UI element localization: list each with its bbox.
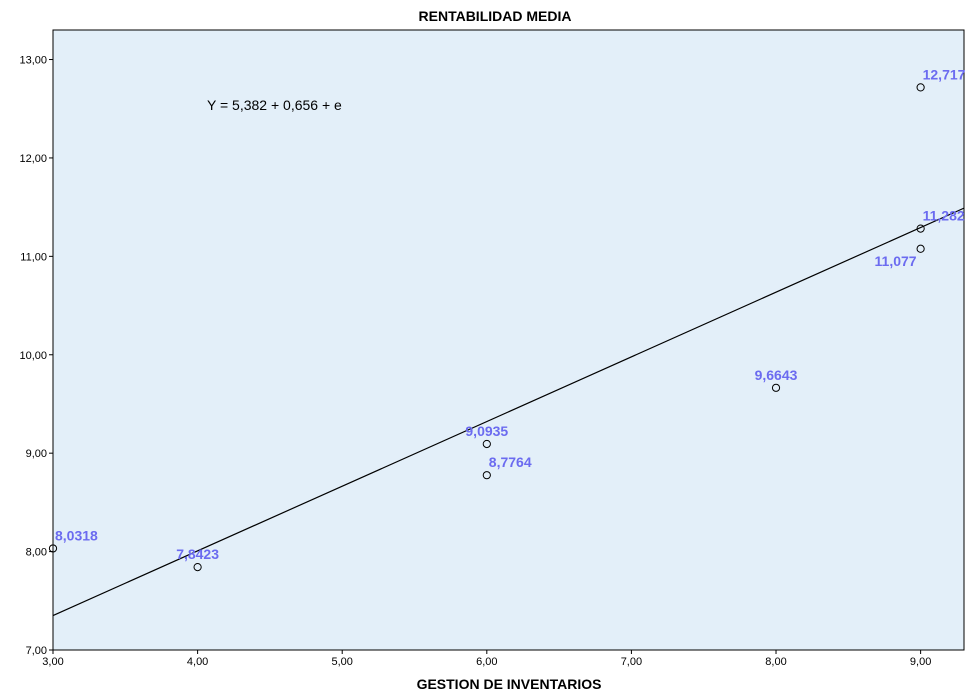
data-point-label: 11,282	[923, 208, 965, 224]
data-point	[193, 563, 202, 572]
y-tick-label: 8,00	[26, 547, 47, 559]
x-tick-label: 6,00	[476, 656, 497, 668]
y-axis: 7,00 8,00 9,00 10,00 11,00 12,00 13,00	[19, 55, 53, 657]
data-point-label: 8,0318	[55, 527, 98, 543]
data-point	[916, 244, 925, 253]
data-point-label: 12,717	[923, 66, 966, 82]
data-point-label: 7,8423	[176, 546, 219, 562]
data-point-label: 9,6643	[755, 367, 798, 383]
data-point-label: 9,0935	[465, 423, 508, 439]
y-tick-label: 13,00	[19, 55, 47, 67]
y-tick-label: 7,00	[26, 645, 47, 657]
x-tick-label: 9,00	[910, 656, 931, 668]
x-tick-label: 4,00	[187, 656, 208, 668]
data-point	[48, 544, 58, 553]
regression-equation: Y = 5,382 + 0,656 + e	[207, 97, 342, 113]
data-points: 8,0318 7,8423 9,0935 8,7764 9,6643 11,282 11,0…	[48, 66, 966, 572]
plot-area	[52, 29, 965, 651]
y-tick-label: 9,00	[26, 448, 47, 460]
data-point	[482, 439, 491, 449]
data-point	[916, 83, 925, 92]
chart-title: RENTABILIDAD MEDIA	[419, 8, 572, 24]
regression-line	[52, 207, 965, 617]
x-tick-label: 3,00	[42, 656, 63, 668]
y-tick-label: 12,00	[19, 153, 47, 165]
data-point	[916, 224, 925, 233]
y-tick-label: 10,00	[19, 350, 47, 362]
x-tick-label: 8,00	[765, 656, 786, 668]
data-point-label: 11,077	[875, 253, 917, 269]
data-point-label: 8,7764	[489, 454, 532, 470]
data-point	[482, 471, 491, 480]
x-axis-title: GESTION DE INVENTARIOS	[417, 676, 602, 692]
x-tick-label: 5,00	[331, 656, 352, 668]
x-axis: 3,00 4,00 5,00 6,00 7,00 8,00 9,00	[42, 650, 931, 668]
data-point	[771, 383, 781, 392]
y-tick-label: 11,00	[20, 251, 47, 263]
x-tick-label: 7,00	[621, 656, 642, 668]
